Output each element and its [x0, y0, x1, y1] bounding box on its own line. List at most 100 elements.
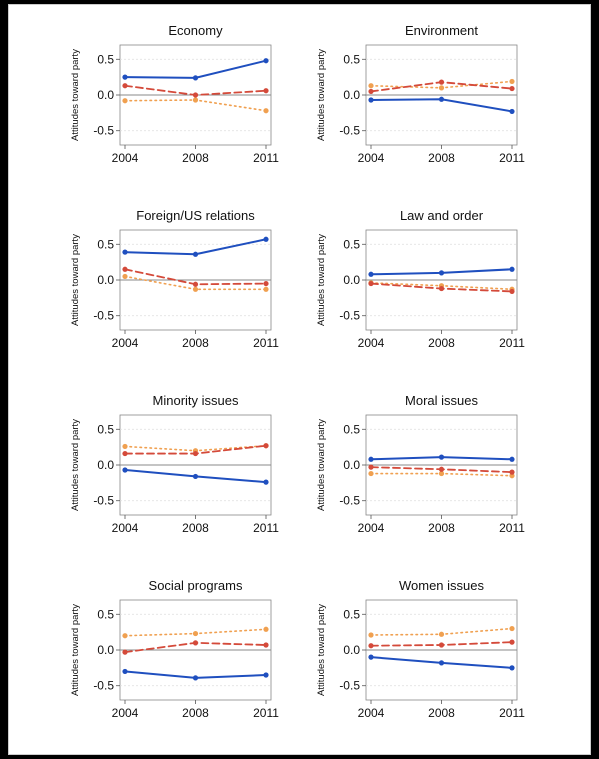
- y-tick-label: 0.5: [343, 52, 360, 66]
- data-point: [122, 443, 128, 450]
- data-point: [263, 443, 269, 449]
- x-tick-label: 2004: [358, 521, 385, 535]
- data-point: [192, 450, 199, 457]
- y-axis-label: Attitudes toward party: [70, 234, 81, 326]
- data-point: [263, 286, 269, 292]
- x-tick-label: 2004: [358, 151, 385, 165]
- data-point: [192, 92, 199, 98]
- y-tick-label: 0.0: [343, 643, 360, 657]
- y-tick-label: 0.5: [343, 422, 360, 436]
- x-tick-label: 2004: [358, 336, 385, 350]
- data-point: [122, 83, 128, 89]
- data-point: [368, 470, 374, 477]
- y-tick-label: 0.5: [343, 607, 360, 621]
- panel-title: Economy: [168, 23, 223, 38]
- data-point: [122, 98, 128, 104]
- y-tick-label: 0.5: [97, 237, 114, 251]
- y-axis-label: Attitudes toward party: [70, 49, 81, 141]
- x-tick-label: 2011: [253, 521, 279, 535]
- data-point: [368, 654, 374, 660]
- panel-title: Environment: [405, 23, 478, 38]
- data-point: [438, 631, 445, 637]
- data-point: [122, 266, 128, 272]
- data-point: [368, 632, 374, 638]
- data-point: [438, 660, 445, 666]
- data-point: [122, 273, 128, 280]
- data-point: [122, 467, 128, 473]
- y-axis-label: Attitudes toward party: [316, 604, 327, 696]
- x-tick-label: 2004: [112, 706, 139, 720]
- data-point: [509, 78, 515, 85]
- panel-title: Law and order: [400, 208, 484, 223]
- x-tick-label: 2008: [182, 336, 209, 350]
- data-point: [368, 456, 374, 462]
- x-tick-label: 2011: [499, 706, 525, 720]
- x-tick-label: 2004: [112, 336, 139, 350]
- data-point: [509, 85, 515, 92]
- data-point: [122, 249, 128, 255]
- panel-5: 0.5 0.0 -0.5 2004 2008 2011 Moral issues Attitu…: [316, 393, 525, 535]
- y-tick-label: 0.0: [97, 643, 114, 657]
- data-point: [368, 97, 374, 103]
- data-point: [192, 75, 199, 81]
- y-tick-label: -0.5: [93, 679, 114, 693]
- data-point: [438, 466, 445, 472]
- data-point: [368, 464, 374, 470]
- data-point: [368, 83, 374, 89]
- data-point: [509, 288, 515, 295]
- data-point: [438, 285, 445, 292]
- panel-title: Social programs: [149, 578, 243, 593]
- data-point: [263, 58, 269, 64]
- y-tick-label: -0.5: [339, 309, 360, 323]
- x-tick-label: 2008: [182, 706, 209, 720]
- panel-2: 0.5 0.0 -0.5 2004 2008 2011 Foreign/US relatio…: [70, 208, 279, 350]
- data-point: [438, 470, 445, 477]
- x-tick-label: 2004: [112, 151, 139, 165]
- y-tick-label: 0.0: [343, 88, 360, 102]
- x-tick-label: 2008: [428, 151, 455, 165]
- data-point: [192, 675, 199, 681]
- data-point: [263, 108, 269, 114]
- data-point: [509, 665, 515, 671]
- data-point: [192, 251, 199, 257]
- y-tick-label: -0.5: [93, 309, 114, 323]
- data-point: [263, 88, 269, 94]
- y-tick-label: 0.5: [97, 422, 114, 436]
- panel-7: 0.5 0.0 -0.5 2004 2008 2011 Women issues Attitu…: [316, 578, 525, 720]
- data-point: [438, 270, 445, 276]
- data-point: [438, 642, 445, 648]
- data-point: [263, 236, 269, 242]
- data-point: [263, 672, 269, 678]
- y-tick-label: -0.5: [93, 124, 114, 138]
- y-tick-label: 0.0: [343, 458, 360, 472]
- y-tick-label: 0.5: [343, 237, 360, 251]
- x-tick-label: 2008: [182, 521, 209, 535]
- data-point: [122, 668, 128, 675]
- data-point: [192, 640, 199, 646]
- y-tick-label: 0.5: [97, 607, 114, 621]
- y-tick-label: 0.0: [97, 273, 114, 287]
- data-point: [192, 630, 199, 637]
- data-point: [509, 469, 515, 475]
- x-tick-label: 2008: [428, 706, 455, 720]
- data-point: [192, 473, 199, 480]
- panel-title: Women issues: [399, 578, 485, 593]
- data-point: [438, 85, 445, 91]
- data-point: [509, 473, 515, 479]
- data-point: [192, 97, 199, 103]
- data-point: [368, 280, 374, 287]
- x-tick-label: 2004: [112, 521, 139, 535]
- data-point: [122, 633, 128, 639]
- data-point: [122, 649, 128, 655]
- data-point: [509, 266, 515, 272]
- y-tick-label: 0.5: [97, 52, 114, 66]
- y-axis-label: Attitudes toward party: [70, 419, 81, 511]
- data-point: [368, 88, 374, 95]
- data-point: [263, 642, 269, 648]
- data-point: [509, 625, 515, 632]
- y-axis-label: Attitudes toward party: [316, 419, 327, 511]
- panel-4: 0.5 0.0 -0.5 2004 2008 2011 Minority issues Att…: [70, 393, 279, 535]
- panel-title: Moral issues: [405, 393, 478, 408]
- y-axis-label: Attitudes toward party: [316, 234, 327, 326]
